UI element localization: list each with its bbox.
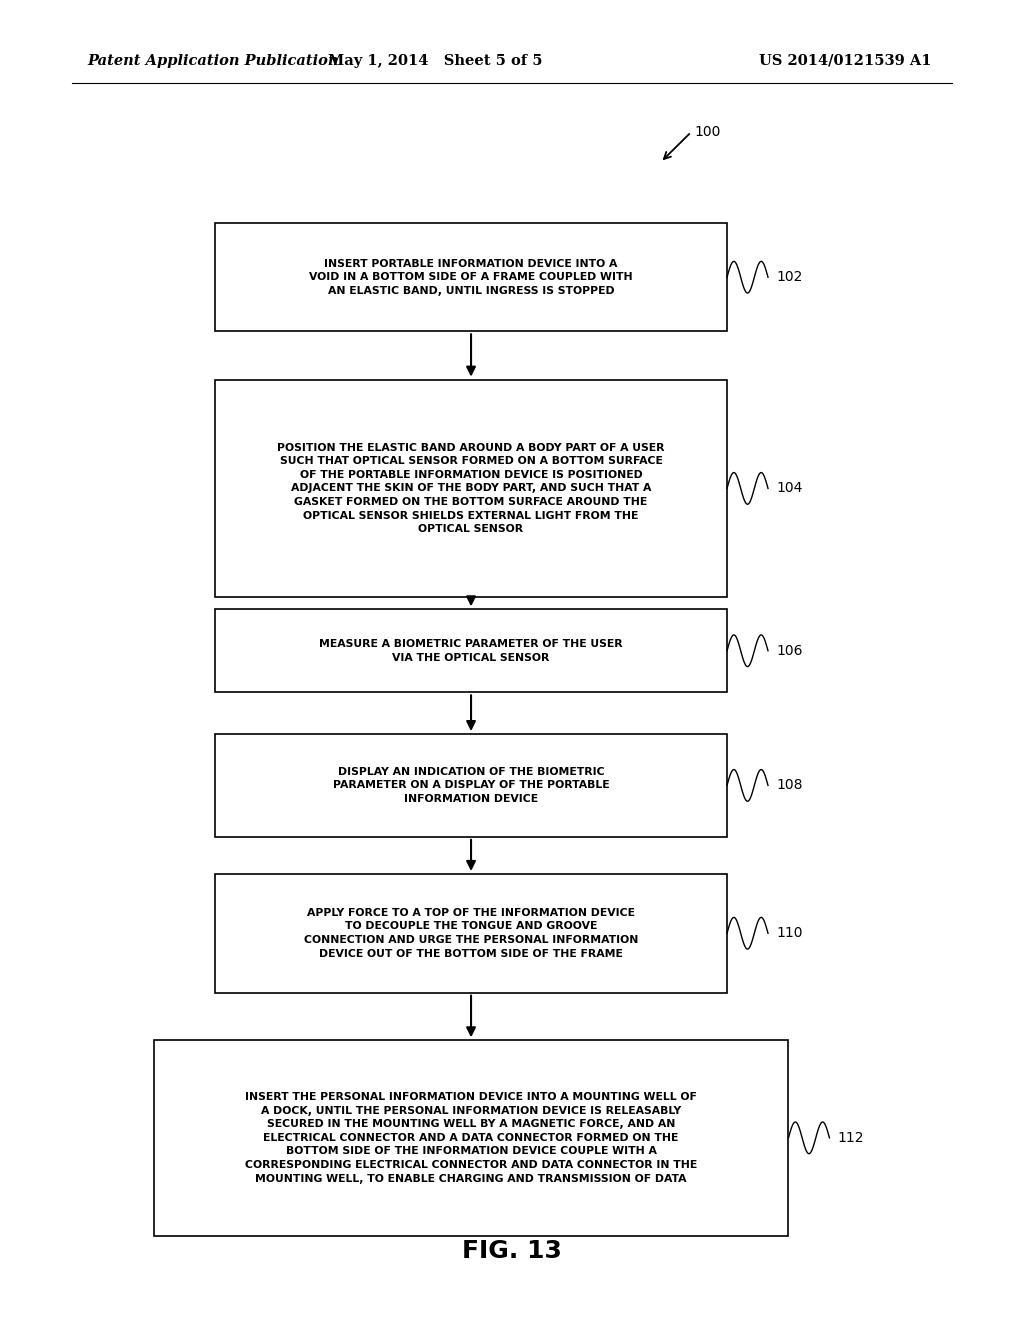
Bar [215,874,727,993]
Bar [215,223,727,331]
Text: 106: 106 [776,644,803,657]
Text: MEASURE A BIOMETRIC PARAMETER OF THE USER
VIA THE OPTICAL SENSOR: MEASURE A BIOMETRIC PARAMETER OF THE USE… [319,639,623,663]
Text: POSITION THE ELASTIC BAND AROUND A BODY PART OF A USER
SUCH THAT OPTICAL SENSOR : POSITION THE ELASTIC BAND AROUND A BODY … [278,442,665,535]
Text: INSERT THE PERSONAL INFORMATION DEVICE INTO A MOUNTING WELL OF
A DOCK, UNTIL THE: INSERT THE PERSONAL INFORMATION DEVICE I… [245,1092,697,1184]
Text: May 1, 2014   Sheet 5 of 5: May 1, 2014 Sheet 5 of 5 [328,54,543,67]
Text: US 2014/0121539 A1: US 2014/0121539 A1 [760,54,932,67]
Text: Patent Application Publication: Patent Application Publication [87,54,339,67]
Bar [215,380,727,597]
Bar [154,1040,788,1236]
Text: INSERT PORTABLE INFORMATION DEVICE INTO A
VOID IN A BOTTOM SIDE OF A FRAME COUPL: INSERT PORTABLE INFORMATION DEVICE INTO … [309,259,633,296]
Text: 104: 104 [776,482,803,495]
Text: 108: 108 [776,779,803,792]
Text: 110: 110 [776,927,803,940]
Text: 100: 100 [694,125,721,139]
Bar [215,609,727,692]
Text: 112: 112 [838,1131,864,1144]
Text: 102: 102 [776,271,803,284]
Text: FIG. 13: FIG. 13 [462,1239,562,1263]
Bar [215,734,727,837]
Text: APPLY FORCE TO A TOP OF THE INFORMATION DEVICE
TO DECOUPLE THE TONGUE AND GROOVE: APPLY FORCE TO A TOP OF THE INFORMATION … [304,908,638,958]
Text: DISPLAY AN INDICATION OF THE BIOMETRIC
PARAMETER ON A DISPLAY OF THE PORTABLE
IN: DISPLAY AN INDICATION OF THE BIOMETRIC P… [333,767,609,804]
